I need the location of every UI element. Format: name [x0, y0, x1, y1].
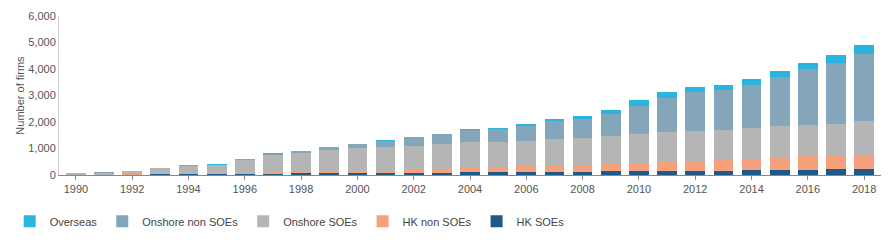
- svg-text:5,000: 5,000: [28, 36, 56, 48]
- svg-text:1990: 1990: [64, 183, 88, 195]
- svg-text:2008: 2008: [570, 183, 594, 195]
- svg-text:2002: 2002: [401, 183, 425, 195]
- svg-text:2004: 2004: [458, 183, 482, 195]
- svg-text:6,000: 6,000: [28, 10, 56, 22]
- svg-text:HK non SOEs: HK non SOEs: [403, 216, 472, 228]
- svg-text:2018: 2018: [852, 183, 876, 195]
- svg-text:3,000: 3,000: [28, 89, 56, 101]
- svg-text:Onshore non SOEs: Onshore non SOEs: [142, 216, 238, 228]
- svg-text:1,000: 1,000: [28, 142, 56, 154]
- svg-text:2012: 2012: [683, 183, 707, 195]
- svg-text:1992: 1992: [120, 183, 144, 195]
- svg-text:1996: 1996: [233, 183, 257, 195]
- svg-text:Overseas: Overseas: [50, 216, 98, 228]
- svg-text:Number of firms: Number of firms: [14, 56, 26, 135]
- svg-text:0: 0: [50, 169, 56, 181]
- svg-text:2010: 2010: [627, 183, 651, 195]
- svg-text:1998: 1998: [289, 183, 313, 195]
- svg-text:2,000: 2,000: [28, 116, 56, 128]
- svg-text:2006: 2006: [514, 183, 538, 195]
- svg-text:2014: 2014: [739, 183, 763, 195]
- svg-text:2016: 2016: [796, 183, 820, 195]
- svg-text:HK SOEs: HK SOEs: [517, 216, 565, 228]
- svg-text:Onshore SOEs: Onshore SOEs: [283, 216, 357, 228]
- svg-text:4,000: 4,000: [28, 63, 56, 75]
- svg-text:2000: 2000: [345, 183, 369, 195]
- svg-text:1994: 1994: [176, 183, 200, 195]
